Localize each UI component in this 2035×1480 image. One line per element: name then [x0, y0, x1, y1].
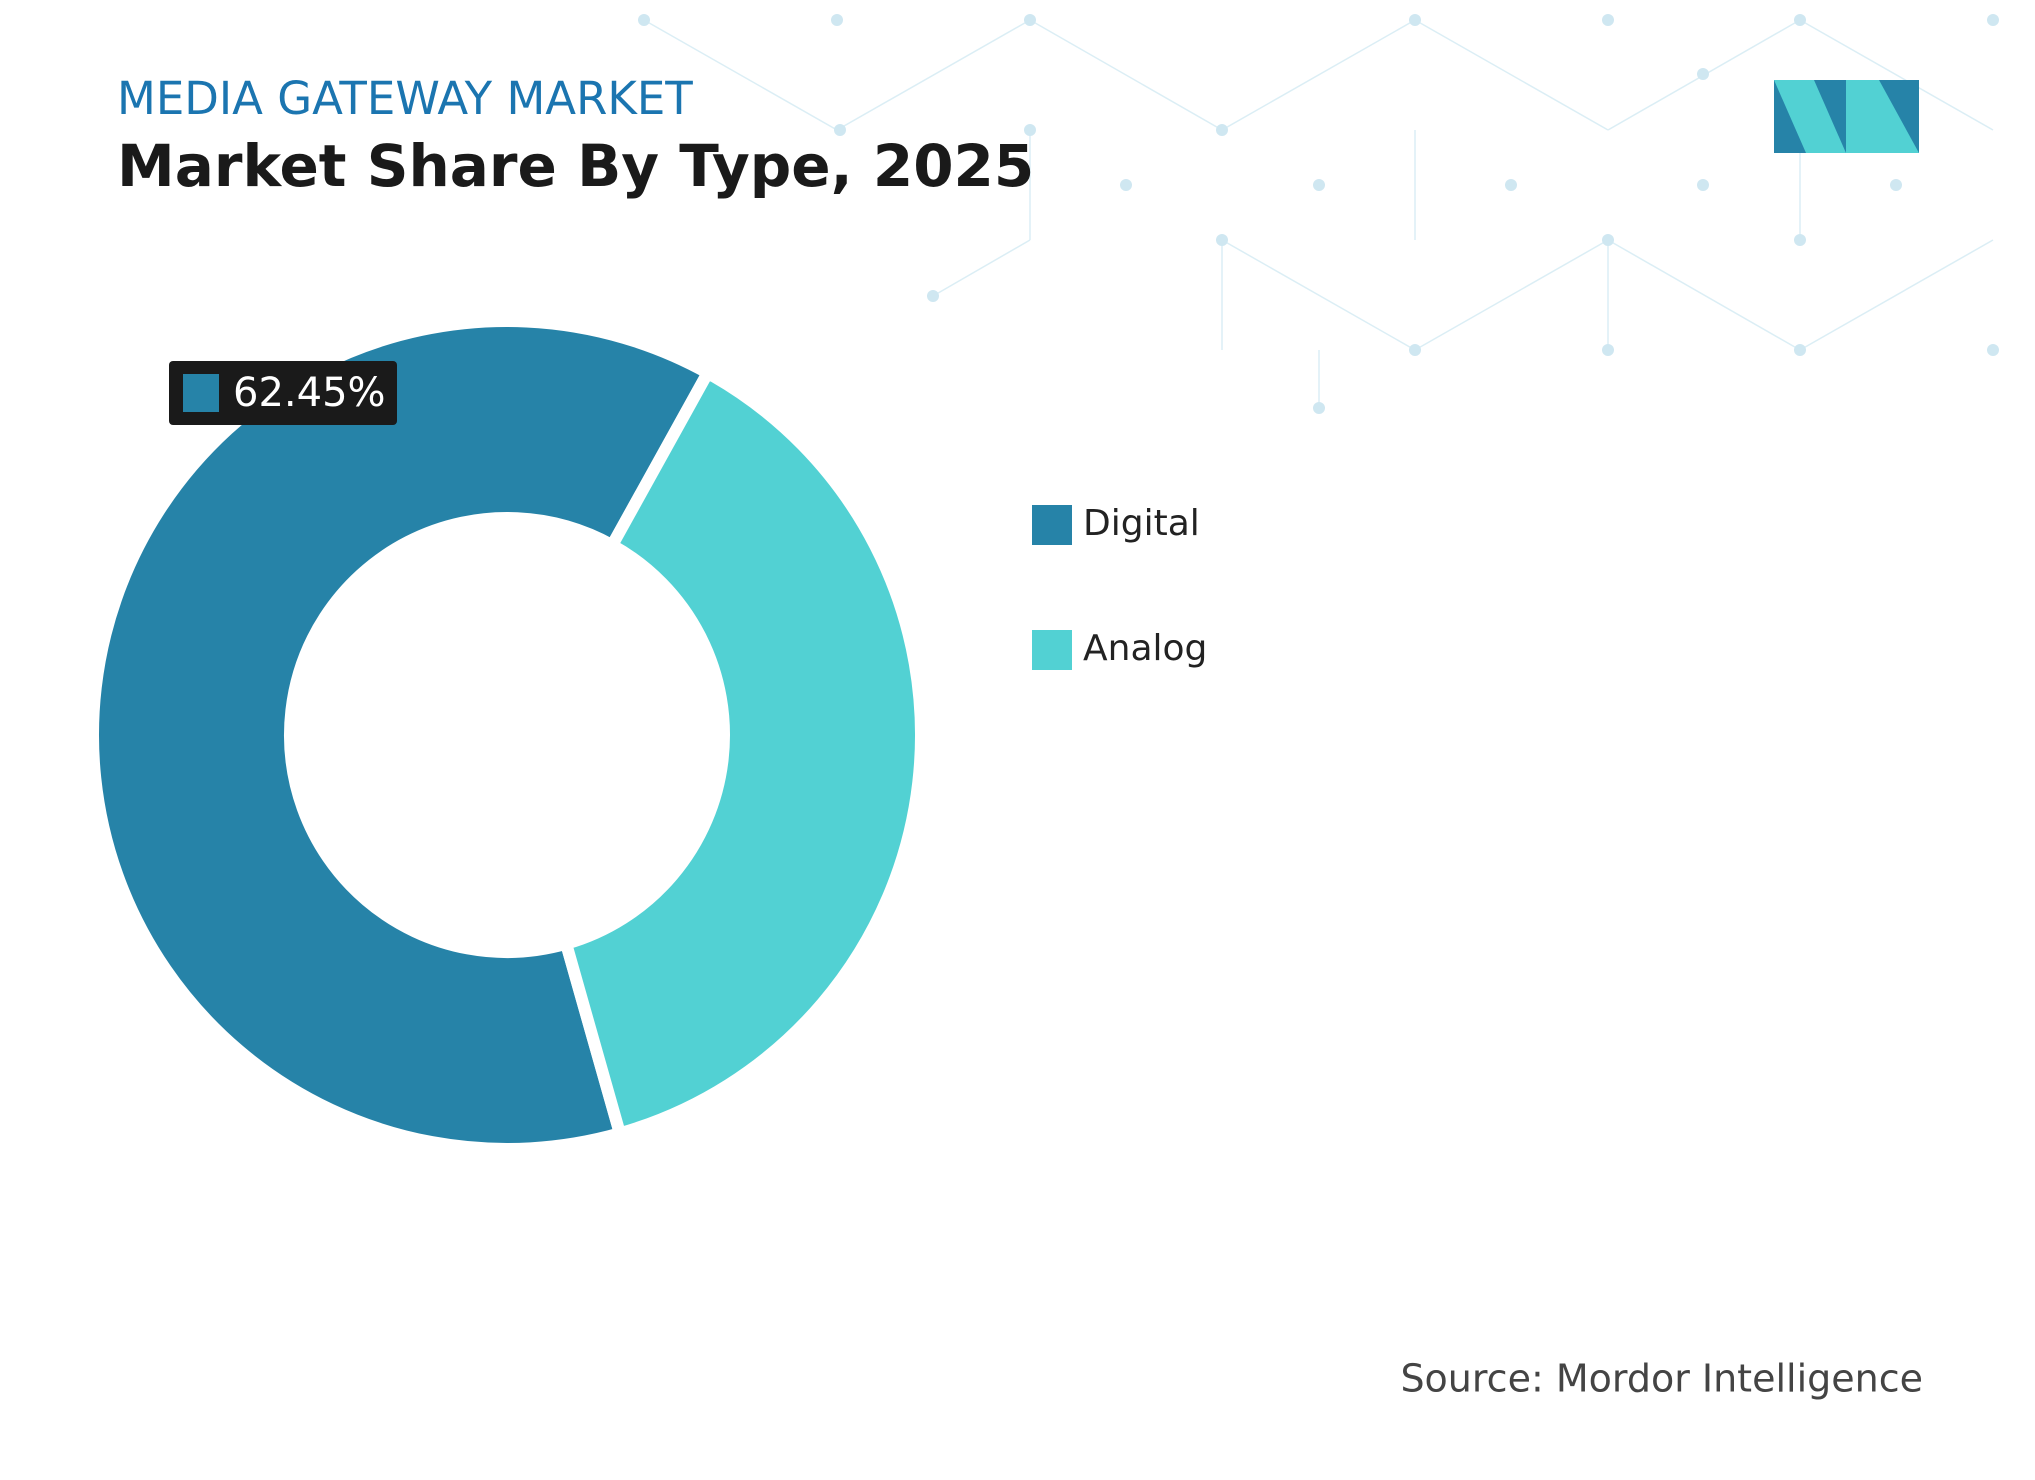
data-label-box — [169, 361, 397, 425]
legend-swatch — [1032, 505, 1072, 545]
source-note: Source: Mordor Intelligence — [1400, 1357, 1923, 1401]
data-label: 62.45% — [233, 370, 386, 416]
background-pattern — [638, 14, 1999, 414]
donut: 62.45% — [87, 315, 927, 1155]
logo — [1774, 80, 1919, 153]
legend: Digital Analog — [1032, 503, 1207, 670]
chart-title: MEDIA GATEWAY MARKET — [117, 72, 693, 125]
chart-subtitle: Market Share By Type, 2025 — [117, 132, 1034, 200]
legend-label: Digital — [1083, 503, 1200, 544]
legend-swatch — [1032, 630, 1072, 670]
legend-label: Analog — [1083, 628, 1207, 669]
donut-slice — [87, 315, 716, 1155]
donut-slice — [558, 364, 927, 1141]
data-label-swatch — [183, 374, 219, 412]
